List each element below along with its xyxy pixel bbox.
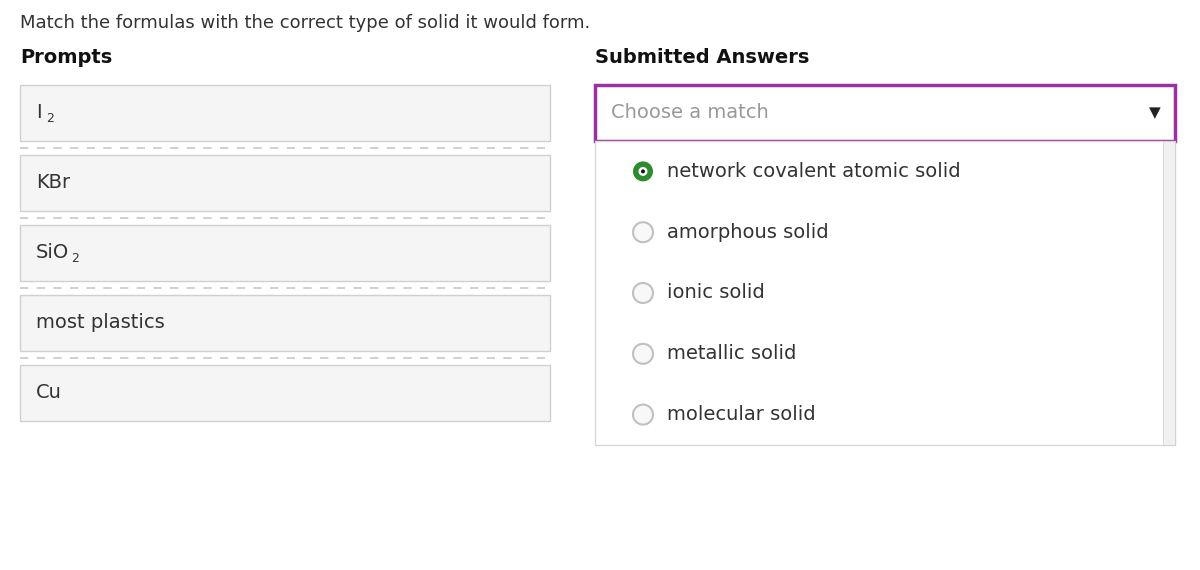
Circle shape <box>634 405 653 425</box>
Text: 2: 2 <box>71 251 79 264</box>
Text: Match the formulas with the correct type of solid it would form.: Match the formulas with the correct type… <box>20 14 590 32</box>
Text: 2: 2 <box>46 112 54 124</box>
Text: SiO: SiO <box>36 243 70 263</box>
Text: molecular solid: molecular solid <box>667 405 816 424</box>
Text: Cu: Cu <box>36 384 62 402</box>
Text: Prompts: Prompts <box>20 48 113 67</box>
Text: I: I <box>36 104 42 123</box>
Text: Choose a match: Choose a match <box>611 104 769 123</box>
Circle shape <box>641 169 646 173</box>
FancyBboxPatch shape <box>20 85 550 141</box>
FancyBboxPatch shape <box>595 141 1175 445</box>
FancyBboxPatch shape <box>20 295 550 351</box>
Text: network covalent atomic solid: network covalent atomic solid <box>667 162 961 181</box>
Text: metallic solid: metallic solid <box>667 344 797 363</box>
Circle shape <box>638 167 648 176</box>
Circle shape <box>634 344 653 364</box>
Text: ▼: ▼ <box>1150 105 1160 120</box>
FancyBboxPatch shape <box>20 225 550 281</box>
Text: amorphous solid: amorphous solid <box>667 223 829 242</box>
FancyBboxPatch shape <box>1163 141 1175 445</box>
FancyBboxPatch shape <box>595 85 1175 141</box>
Text: Submitted Answers: Submitted Answers <box>595 48 809 67</box>
FancyBboxPatch shape <box>20 365 550 421</box>
Circle shape <box>634 222 653 242</box>
FancyBboxPatch shape <box>20 155 550 211</box>
Text: ionic solid: ionic solid <box>667 283 764 303</box>
Circle shape <box>634 161 653 181</box>
Text: most plastics: most plastics <box>36 314 164 332</box>
Text: KBr: KBr <box>36 173 70 193</box>
Circle shape <box>634 283 653 303</box>
